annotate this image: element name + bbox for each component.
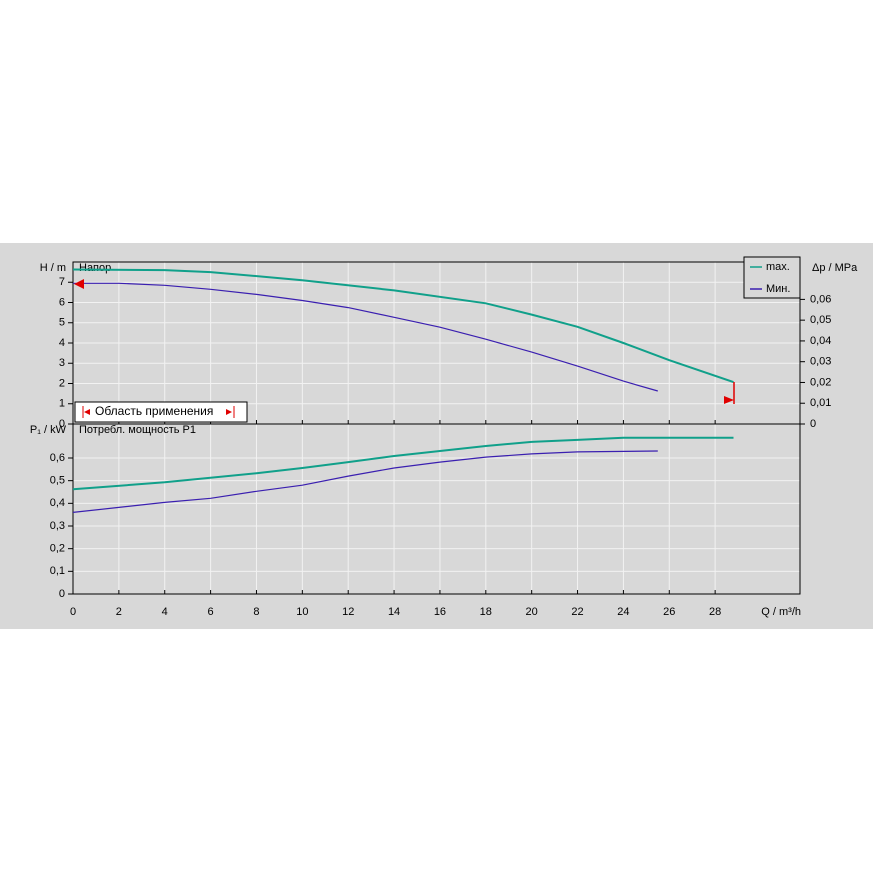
line-series: [73, 282, 658, 392]
annotation-box: [74, 401, 248, 423]
x-tick-label: 12: [342, 606, 354, 618]
y-tick-label: 0,6: [50, 452, 65, 464]
y-axis-label: H / m: [40, 262, 66, 274]
annotation-text: Область применения: [95, 404, 213, 418]
y2-tick-label: 0,02: [810, 376, 831, 388]
range-marker: [74, 279, 84, 289]
x-tick-label: 10: [296, 606, 308, 618]
x-tick-label: 8: [253, 606, 259, 618]
plot-frame: [72, 423, 801, 595]
y-tick-label: 0,2: [50, 543, 65, 555]
y-tick-label: 0,5: [50, 475, 65, 487]
y2-tick-label: 0,04: [810, 335, 831, 347]
line-series: [72, 450, 658, 513]
y2-tick-label: 0,06: [810, 293, 831, 305]
y-tick-label: 5: [59, 317, 65, 329]
y-tick-label: 4: [59, 337, 65, 349]
x-tick-label: 16: [434, 606, 446, 618]
line-series: [72, 268, 734, 384]
y-tick-label: 0: [59, 418, 65, 430]
y-tick-label: 0,3: [50, 520, 65, 532]
x-tick-label: 4: [162, 606, 168, 618]
y-tick-label: 0,1: [50, 565, 65, 577]
line-series: [72, 436, 734, 491]
x-tick-label: 26: [663, 606, 675, 618]
chart-title: Напор: [79, 262, 111, 274]
x-axis-label: Q / m³/h: [761, 606, 801, 618]
y2-tick-label: 0,03: [810, 356, 831, 368]
chart-title: Потребл. мощность P1: [79, 424, 196, 436]
y-axis-label: P₁ / kW: [30, 424, 67, 436]
x-tick-label: 20: [526, 606, 538, 618]
x-tick-label: 22: [571, 606, 583, 618]
x-tick-label: 24: [617, 606, 629, 618]
x-tick-label: 18: [480, 606, 492, 618]
y2-axis-label: Δp / MPa: [812, 262, 858, 274]
legend-label: max.: [766, 261, 790, 273]
x-tick-label: 0: [70, 606, 76, 618]
x-tick-label: 6: [208, 606, 214, 618]
y-tick-label: 3: [59, 357, 65, 369]
y2-tick-label: 0: [810, 418, 816, 430]
y-tick-label: 2: [59, 377, 65, 389]
y2-tick-label: 0,05: [810, 314, 831, 326]
y2-tick-label: 0,01: [810, 397, 831, 409]
x-tick-label: 14: [388, 606, 400, 618]
legend: max. Мин.: [743, 256, 801, 299]
x-tick-label: 28: [709, 606, 721, 618]
y-tick-label: 0: [59, 588, 65, 600]
y-tick-label: 6: [59, 296, 65, 308]
y-tick-label: 1: [59, 398, 65, 410]
y-tick-label: 0,4: [50, 497, 65, 509]
x-tick-label: 2: [116, 606, 122, 618]
panel: [0, 243, 873, 629]
annotation-arrow: [226, 409, 232, 415]
annotation-arrow: [84, 409, 90, 415]
legend-box: [743, 256, 801, 299]
y-tick-label: 7: [59, 276, 65, 288]
range-marker: [724, 396, 734, 404]
legend-label: Мин.: [766, 283, 790, 295]
